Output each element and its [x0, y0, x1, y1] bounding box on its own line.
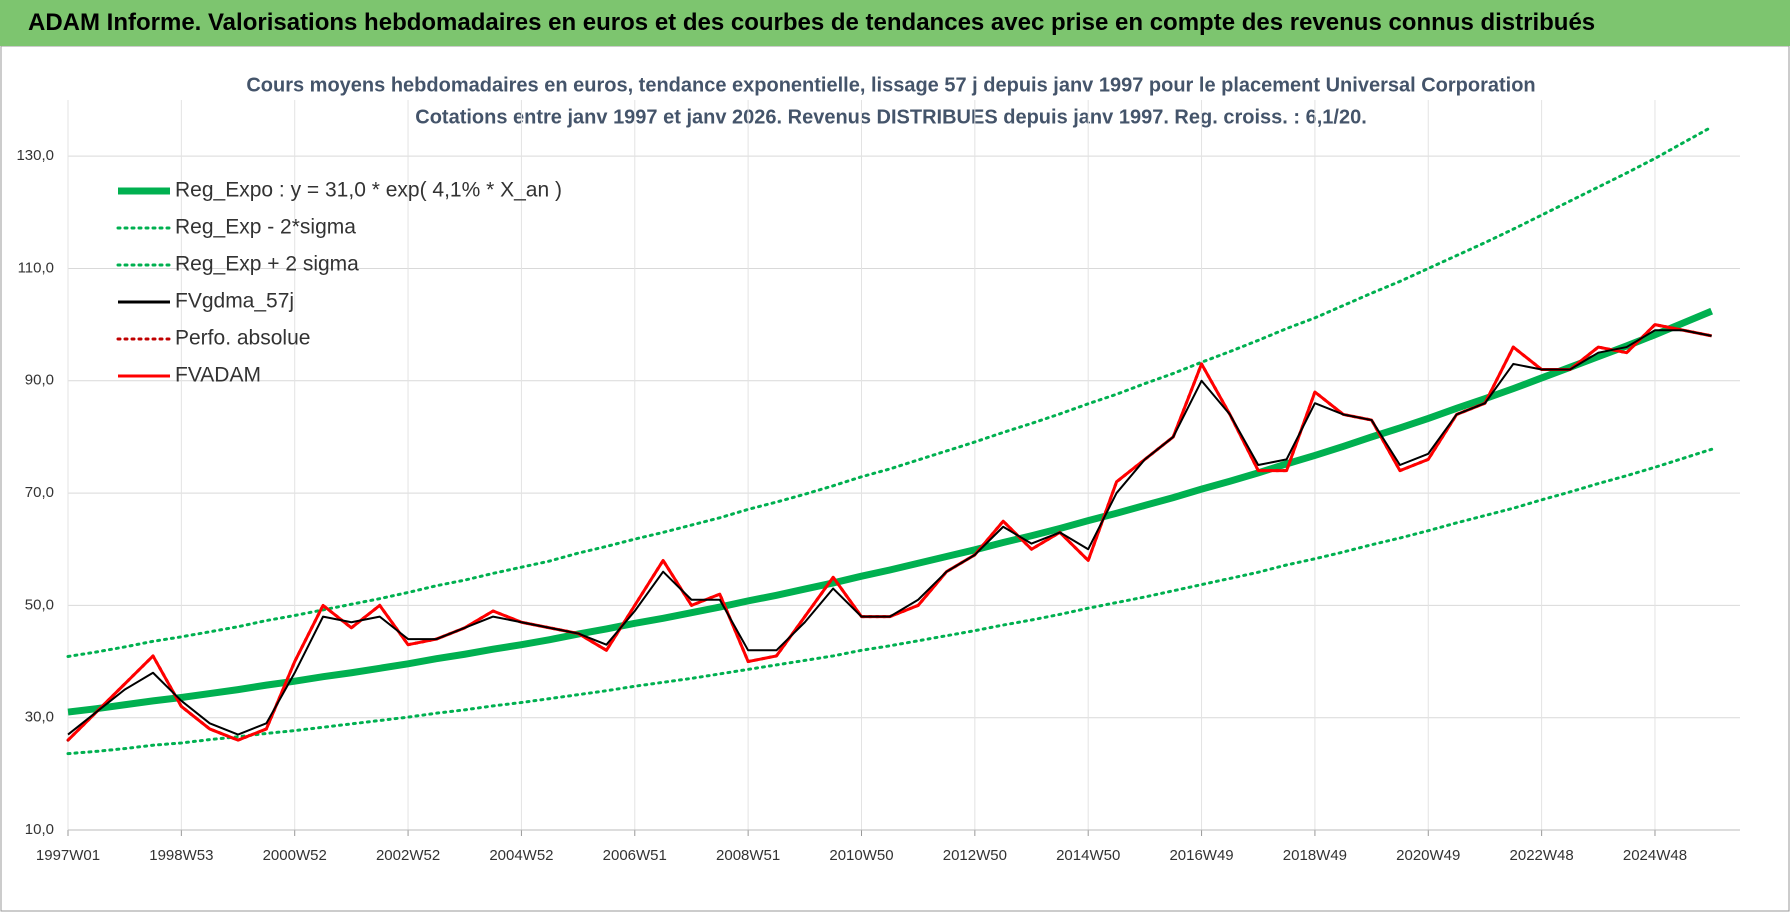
- header-title: ADAM Informe. Valorisations hebdomadaire…: [0, 0, 1790, 46]
- y-tick-label: 30,0: [25, 709, 54, 726]
- y-tick-label: 110,0: [18, 259, 54, 276]
- chart-frame: [0, 45, 1790, 912]
- chart-subtitle: Cotations entre janv 1997 et janv 2026. …: [415, 106, 1367, 128]
- x-tick-label: 2020W49: [1396, 847, 1460, 864]
- x-tick-label: 2012W50: [943, 847, 1007, 864]
- x-tick-label: 1997W01: [36, 847, 100, 864]
- x-tick-label: 2008W51: [716, 847, 780, 864]
- series-line: [67, 307, 1714, 716]
- y-tick-label: 90,0: [25, 372, 54, 389]
- x-tick-label: 1998W53: [149, 847, 213, 864]
- y-tick-label: 50,0: [25, 596, 54, 613]
- x-tick-label: 2010W50: [829, 847, 893, 864]
- y-tick-label: 10,0: [25, 821, 54, 838]
- series-line: [67, 329, 1712, 736]
- legend-label: Reg_Exp - 2*sigma: [175, 216, 356, 239]
- x-tick-label: 2022W48: [1510, 847, 1574, 864]
- x-tick-label: 2024W48: [1623, 847, 1687, 864]
- series-line: [66, 447, 1714, 756]
- x-tick-label: 2004W52: [489, 847, 553, 864]
- legend-label: FVgdma_57j: [175, 290, 294, 313]
- chart-title: Cours moyens hebdomadaires en euros, ten…: [246, 74, 1535, 96]
- x-tick-label: 2002W52: [376, 847, 440, 864]
- y-tick-label: 130,0: [16, 147, 54, 164]
- series-line: [66, 125, 1714, 658]
- x-tick-label: 2014W50: [1056, 847, 1120, 864]
- legend-label: Perfo. absolue: [175, 327, 310, 350]
- legend-label: Reg_Exp + 2 sigma: [175, 253, 359, 276]
- x-tick-label: 2016W49: [1169, 847, 1233, 864]
- x-tick-label: 2006W51: [603, 847, 667, 864]
- legend-label: Reg_Expo : y = 31,0 * exp( 4,1% * X_an ): [175, 179, 562, 202]
- y-tick-label: 70,0: [25, 484, 54, 501]
- legend-label: FVADAM: [175, 364, 261, 387]
- x-tick-label: 2000W52: [263, 847, 327, 864]
- x-tick-label: 2018W49: [1283, 847, 1347, 864]
